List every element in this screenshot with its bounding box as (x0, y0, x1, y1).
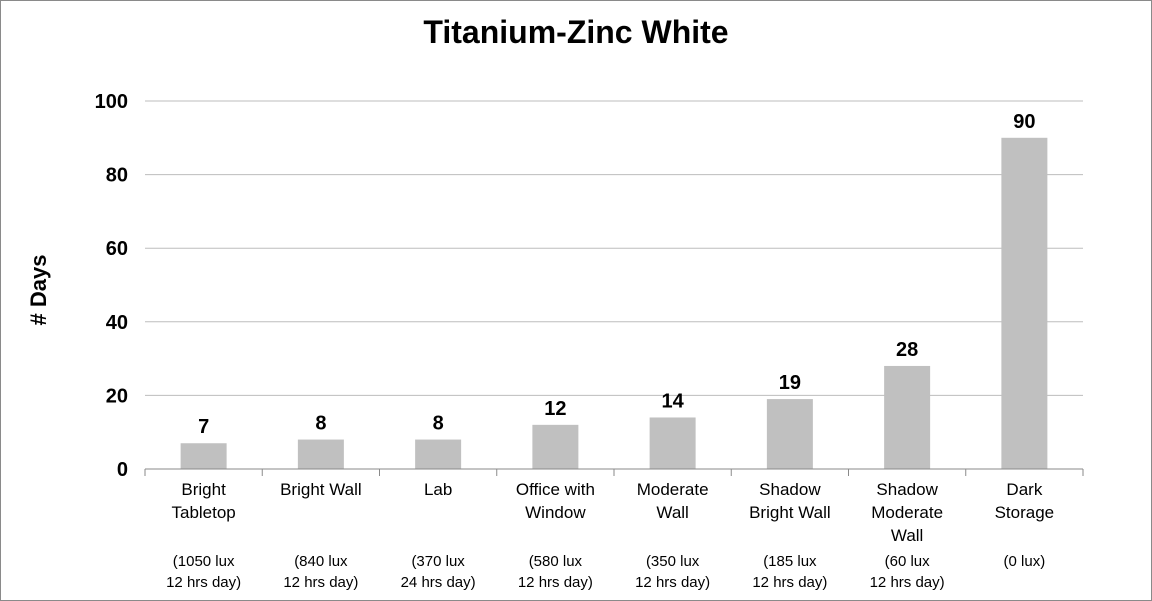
chart-title: Titanium-Zinc White (423, 14, 728, 50)
bar (532, 424, 579, 469)
category-conditions: 12 hrs day) (752, 574, 827, 591)
category-label: Bright Wall (280, 480, 362, 499)
data-label: 8 (315, 413, 326, 435)
gridlines (145, 100, 1083, 396)
category-conditions: 24 hrs day) (401, 574, 476, 591)
category-conditions: 12 hrs day) (283, 574, 358, 591)
x-axis (144, 468, 1084, 476)
category-label: Shadow (876, 480, 938, 499)
bar (766, 399, 813, 469)
category-conditions: (1050 lux (173, 553, 235, 570)
bar (415, 439, 462, 469)
data-label: 8 (433, 413, 444, 435)
category-label: Office with (516, 480, 595, 499)
category-label: Bright (181, 480, 226, 499)
y-tick-label: 100 (95, 91, 128, 113)
category-label: Lab (424, 480, 452, 499)
y-tick-label: 60 (106, 238, 128, 260)
bar (180, 443, 227, 469)
category-conditions: (60 lux (885, 553, 931, 570)
category-conditions: (840 lux (294, 553, 348, 570)
data-label: 90 (1013, 111, 1035, 133)
bar (297, 439, 344, 469)
category-conditions: 12 hrs day) (635, 574, 710, 591)
category-conditions: (580 lux (529, 553, 583, 570)
category-conditions: (185 lux (763, 553, 817, 570)
category-label: Shadow (759, 480, 821, 499)
y-tick-label: 40 (106, 312, 128, 334)
data-label: 7 (198, 416, 209, 438)
data-label: 19 (779, 372, 801, 394)
bar (884, 365, 931, 469)
y-axis-label: # Days (26, 255, 51, 326)
category-conditions: (350 lux (646, 553, 700, 570)
data-labels: 7 8 8 12 14 19 28 90 (198, 111, 1035, 438)
category-conditions: 12 hrs day) (518, 574, 593, 591)
category-label: Wall (656, 503, 688, 522)
category-label: Window (525, 503, 586, 522)
data-label: 14 (662, 390, 685, 412)
data-label: 12 (544, 398, 566, 420)
category-label: Moderate (637, 480, 709, 499)
category-label: Wall (891, 526, 923, 545)
category-conditions: (370 lux (411, 553, 465, 570)
category-conditions: (0 lux) (1004, 553, 1046, 570)
category-label: Bright Wall (749, 503, 831, 522)
y-tick-label: 80 (106, 165, 128, 187)
data-label: 28 (896, 339, 918, 361)
y-tick-label: 0 (117, 459, 128, 481)
category-label: Dark (1006, 480, 1042, 499)
category-labels: Bright Tabletop (1050 lux 12 hrs day) Bright… (166, 480, 1054, 591)
category-label: Moderate (871, 503, 943, 522)
y-tick-label: 20 (106, 385, 128, 407)
category-conditions: 12 hrs day) (166, 574, 241, 591)
y-tick-labels: 0 20 40 60 80 100 (95, 91, 128, 481)
bars (180, 137, 1048, 470)
category-label: Storage (995, 503, 1055, 522)
category-label: Tabletop (171, 503, 235, 522)
bar (649, 417, 696, 469)
category-conditions: 12 hrs day) (870, 574, 945, 591)
bar (1001, 137, 1048, 470)
